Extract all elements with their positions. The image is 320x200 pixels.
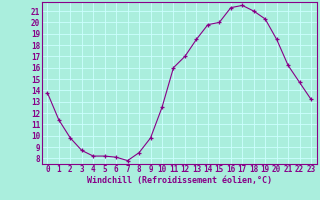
X-axis label: Windchill (Refroidissement éolien,°C): Windchill (Refroidissement éolien,°C): [87, 176, 272, 185]
